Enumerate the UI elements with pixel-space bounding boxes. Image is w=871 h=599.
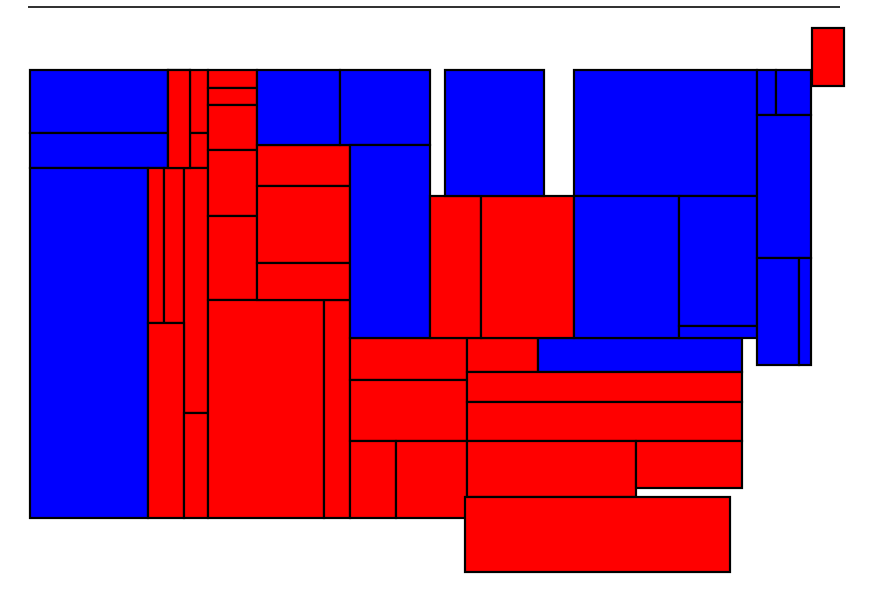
region-r15: [206, 148, 259, 218]
region-r10: [146, 321, 186, 520]
region-r25: [348, 378, 469, 443]
region-r43: [465, 370, 744, 404]
region-r16: [206, 214, 259, 302]
region-r46: [634, 439, 744, 490]
region-r42: [797, 256, 813, 367]
region-r02: [28, 131, 170, 170]
region-r48: [166, 68, 192, 170]
region-r28: [465, 336, 540, 374]
region-r36: [677, 194, 759, 328]
region-r17: [206, 298, 326, 520]
region-r08: [162, 166, 186, 325]
region-r18: [322, 298, 352, 520]
region-r09: [182, 166, 210, 415]
region-r20: [255, 184, 352, 265]
region-r12: [206, 68, 259, 90]
region-r29: [536, 336, 744, 374]
region-r39: [774, 68, 813, 117]
region-r22: [338, 68, 432, 147]
region-r32: [479, 194, 576, 340]
region-r01: [28, 68, 170, 135]
region-r21: [255, 68, 342, 147]
region-r07: [146, 166, 166, 325]
region-r41: [755, 256, 801, 367]
region-r34: [572, 68, 759, 198]
region-r33: [443, 68, 546, 198]
region-r03: [28, 166, 150, 520]
region-r11: [182, 411, 210, 520]
region-r06: [188, 131, 210, 170]
region-r19: [255, 143, 352, 188]
region-r31: [428, 194, 483, 340]
region-r23: [255, 261, 352, 302]
region-r40: [755, 113, 813, 260]
region-r27: [394, 439, 469, 520]
region-r14: [206, 103, 259, 152]
region-r47: [463, 495, 732, 574]
region-r38: [755, 68, 778, 117]
region-r24: [348, 336, 469, 382]
region-r30: [348, 143, 432, 340]
region-r26: [348, 439, 398, 520]
region-r52: [810, 26, 846, 88]
region-r37: [677, 324, 759, 340]
region-r35: [572, 194, 681, 340]
region-r44: [465, 400, 744, 443]
top-frame-line: [28, 6, 840, 8]
region-r13: [206, 86, 259, 107]
region-r45: [465, 439, 638, 499]
region-r05: [188, 68, 210, 135]
